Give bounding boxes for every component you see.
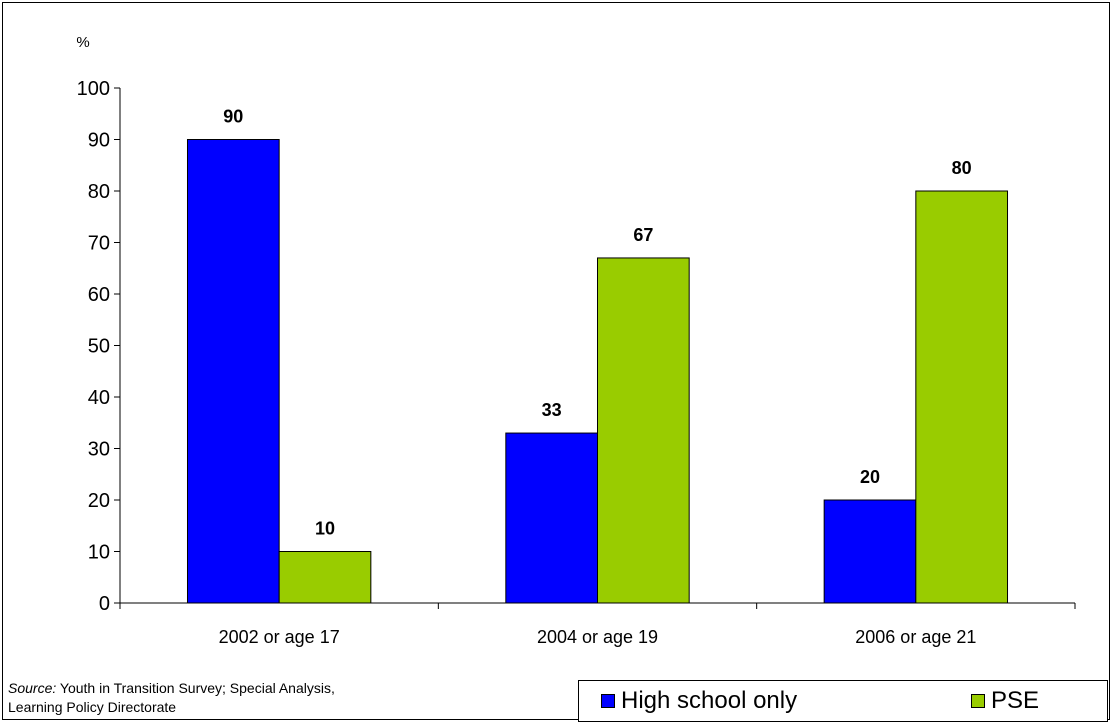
legend: High school only PSE — [578, 680, 1108, 722]
bar — [186, 139, 280, 604]
legend-item-high-school: High school only — [601, 687, 797, 715]
source-note: Source: Youth in Transition Survey; Spec… — [8, 679, 388, 717]
bars — [186, 139, 1009, 604]
bar — [823, 499, 917, 604]
legend-label-pse: PSE — [991, 687, 1040, 714]
y-tick-label: 50 — [88, 336, 110, 358]
x-axis: 2002 or age 17 2004 or age 19 2006 or age … — [119, 602, 1076, 647]
data-label: 10 — [315, 519, 335, 539]
y-tick-label: 40 — [88, 387, 110, 409]
y-tick-label: 10 — [88, 542, 110, 564]
x-tick-label: 2006 or age 21 — [855, 627, 976, 647]
data-label: 90 — [223, 107, 243, 127]
y-axis-title: % — [76, 34, 89, 51]
y-tick-label: 90 — [88, 130, 110, 152]
data-label: 33 — [542, 400, 562, 420]
y-tick-label: 80 — [88, 181, 110, 203]
y-tick-label: 60 — [88, 284, 110, 306]
data-label: 80 — [952, 158, 972, 178]
legend-swatch-pse — [971, 694, 985, 708]
y-tick-label: 70 — [88, 233, 110, 255]
data-label: 20 — [860, 467, 880, 487]
legend-label-high-school: High school only — [621, 687, 798, 714]
source-line2: Learning Policy Directorate — [8, 699, 177, 715]
y-tick-label: 20 — [88, 490, 110, 512]
data-labels: 90 10 33 67 20 80 — [223, 107, 971, 539]
x-tick-label: 2002 or age 17 — [219, 627, 340, 647]
source-label: Source: — [8, 680, 57, 696]
data-label: 67 — [633, 225, 653, 245]
bar — [597, 257, 690, 604]
x-tick-label: 2004 or age 19 — [537, 627, 658, 647]
y-axis: 0 10 20 30 40 50 60 70 80 90 100 — [77, 78, 121, 615]
bar — [915, 190, 1009, 604]
legend-item-pse: PSE — [971, 687, 1039, 715]
source-text: Youth in Transition Survey; Special Anal… — [56, 680, 335, 696]
y-tick-label: 0 — [99, 593, 110, 615]
y-tick-label: 30 — [88, 439, 110, 461]
bar — [278, 551, 372, 604]
y-tick-label: 100 — [77, 78, 110, 100]
legend-swatch-high-school — [601, 694, 615, 708]
bar — [505, 432, 599, 604]
